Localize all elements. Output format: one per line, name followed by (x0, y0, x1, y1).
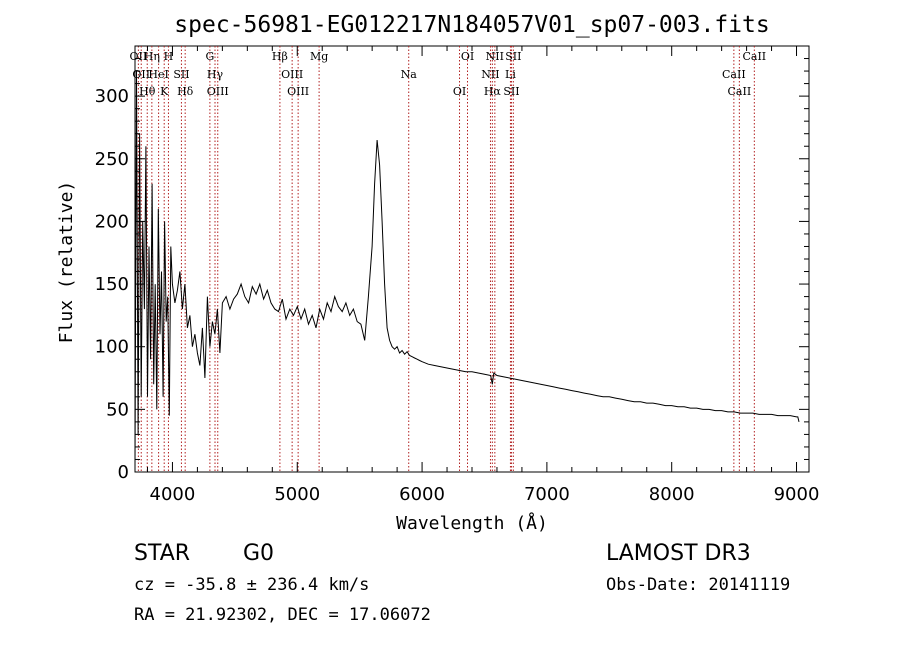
line-label: Hβ (272, 50, 288, 63)
line-label: Hδ (177, 85, 194, 98)
y-tick-label: 50 (106, 399, 129, 420)
x-tick-label: 7000 (524, 484, 570, 505)
object-subclass: G0 (243, 541, 274, 566)
line-label: NII (486, 50, 504, 63)
line-label: Na (401, 68, 418, 81)
line-label: SII (503, 85, 519, 98)
line-label: G (205, 50, 214, 63)
x-axis-ticks: 4000 5000 6000 7000 8000 9000 (146, 46, 820, 505)
line-label: Hγ (207, 68, 224, 81)
line-label: NII (481, 68, 499, 81)
y-axis-label: Flux (relative) (56, 181, 77, 344)
line-label: K (160, 85, 169, 98)
line-label: OI (453, 85, 466, 98)
obs-date: Obs-Date: 20141119 (606, 575, 790, 595)
line-label: Hθ (139, 85, 156, 98)
spectrum-line (134, 71, 800, 466)
y-tick-label: 300 (95, 86, 129, 107)
x-tick-label: 6000 (399, 484, 445, 505)
line-label: CaII (742, 50, 766, 63)
y-axis-ticks: 0 50 100 150 200 250 300 (95, 45, 809, 483)
line-label: Hα (484, 85, 502, 98)
x-tick-label: 8000 (649, 484, 695, 505)
redshift-cz: cz = -35.8 ± 236.4 km/s (134, 575, 369, 595)
plot-frame (134, 45, 810, 473)
y-tick-label: 0 (118, 462, 129, 483)
spectral-line-markers (137, 46, 755, 472)
object-class: STAR (134, 541, 190, 566)
x-axis-label: Wavelength (Å) (396, 512, 548, 534)
line-label: HeI (148, 68, 168, 81)
y-tick-label: 100 (95, 337, 129, 358)
line-label: OIII (287, 85, 309, 98)
line-label: Li (505, 68, 516, 81)
line-label: SII (505, 50, 521, 63)
spectral-line-labels: OIIOIIHθHηHeIKHSIIHδGHγOIIIHβOIIIOIIIMgN… (130, 50, 767, 98)
line-label: CaII (722, 68, 746, 81)
survey-name: LAMOST DR3 (606, 541, 751, 566)
x-tick-label: 9000 (774, 484, 820, 505)
x-tick-label: 5000 (274, 484, 320, 505)
chart-title: spec-56981-EG012217N184057V01_sp07-003.f… (174, 12, 769, 38)
line-label: Hη (144, 50, 160, 63)
line-label: OII (130, 50, 148, 63)
y-tick-label: 200 (95, 211, 129, 232)
line-label: OIII (207, 85, 229, 98)
x-tick-label: 4000 (150, 484, 196, 505)
line-label: CaII (728, 85, 752, 98)
coordinates: RA = 21.92302, DEC = 17.06072 (134, 605, 431, 625)
line-label: Mg (310, 50, 328, 63)
line-label: OIII (281, 68, 303, 81)
y-tick-label: 150 (95, 274, 129, 295)
line-label: H (164, 50, 174, 63)
line-label: OI (461, 50, 474, 63)
line-label: SII (173, 68, 189, 81)
y-tick-label: 250 (95, 149, 129, 170)
